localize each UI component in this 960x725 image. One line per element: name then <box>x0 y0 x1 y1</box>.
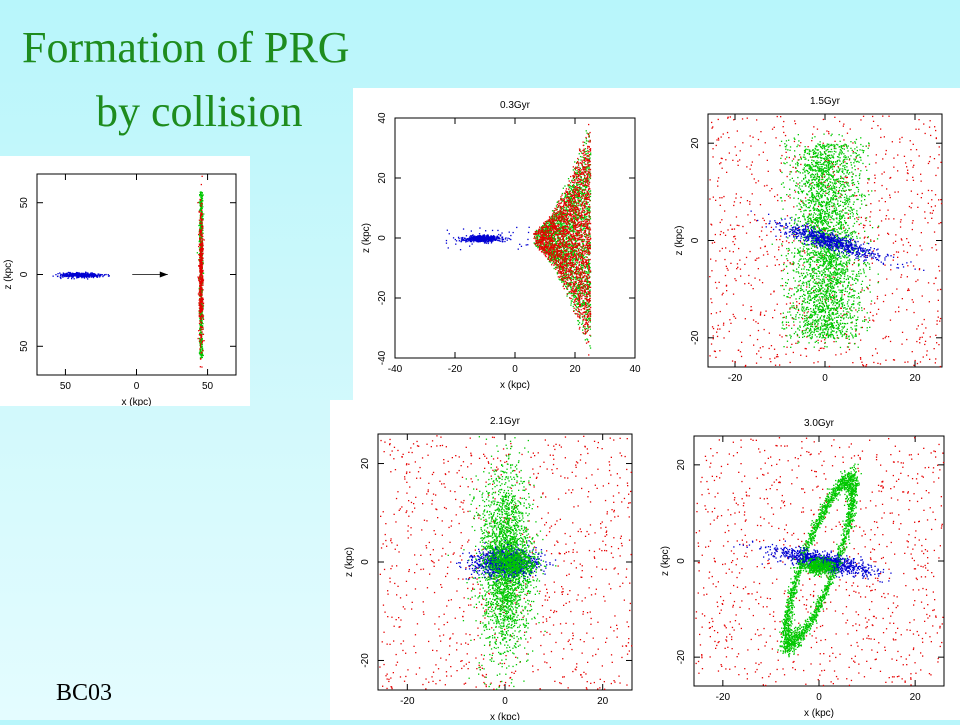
y-tick-label: 0 <box>360 559 371 565</box>
x-axis-label: x (kpc) <box>122 397 152 406</box>
y-axis-label: z (kpc) <box>660 546 671 576</box>
snapshot-time-label: 0.3Gyr <box>500 100 531 111</box>
chart-1: -40 -20 0 20 40 -40 -20 0 20 40 0.3Gyr x (kpc) z (kp… <box>361 100 641 391</box>
gas-ring-particles <box>778 464 862 658</box>
y-tick-label: 0 <box>19 271 30 277</box>
y-tick-label: 20 <box>676 459 687 471</box>
title-line-1: Formation of PRG <box>22 22 350 74</box>
x-axis-label: x (kpc) <box>500 380 530 391</box>
y-tick-label: 0 <box>690 237 701 243</box>
x-tick-label: 0 <box>502 696 508 707</box>
x-tick-label: 20 <box>597 696 609 707</box>
title-line-2: by collision <box>96 86 303 138</box>
x-tick-label: -20 <box>716 692 731 703</box>
x-tick-label: 20 <box>569 364 581 375</box>
x-tick-label: 0 <box>816 692 822 703</box>
chart-2: -20 0 20 -20 0 20 1.5Gyr z (kpc) <box>674 96 942 384</box>
snapshot-time-label: 1.5Gyr <box>810 96 841 107</box>
y-tick-label: 20 <box>377 172 388 184</box>
y-tick-label: -20 <box>676 649 687 664</box>
chart-3: -20 0 20 -20 0 20 2.1Gyr x (kpc) z (kpc) <box>344 416 632 720</box>
y-tick-label: 20 <box>360 458 371 470</box>
x-tick-label: 40 <box>629 364 641 375</box>
x-tick-label: 20 <box>910 692 922 703</box>
plot-frame <box>395 118 635 358</box>
y-tick-label: -20 <box>360 653 371 668</box>
y-tick-label: -40 <box>377 350 388 365</box>
initial-setup-panel: 50 0 50 50 0 50 x (kpc) z (kpc) <box>0 156 250 406</box>
snapshot-time-label: 2.1Gyr <box>490 416 521 427</box>
y-tick-label: -20 <box>690 330 701 345</box>
x-tick-label: -20 <box>448 364 463 375</box>
y-axis-label: z (kpc) <box>674 226 685 256</box>
x-tick-label: 0 <box>822 373 828 384</box>
arrowhead-icon <box>160 272 168 278</box>
x-tick-label: 0 <box>134 381 140 392</box>
x-tick-label: -40 <box>388 364 403 375</box>
y-tick-label: 20 <box>690 137 701 149</box>
x-tick-label: 50 <box>60 381 72 392</box>
intruder-galaxy-particles <box>53 272 111 280</box>
x-tick-label: 50 <box>202 381 214 392</box>
y-tick-label: 50 <box>19 197 30 209</box>
x-axis-label: x (kpc) <box>804 708 834 719</box>
x-tick-label: -20 <box>400 696 415 707</box>
y-tick-label: 0 <box>676 558 687 564</box>
x-tick-label: 20 <box>909 373 921 384</box>
snapshots-top-panel: -40 -20 0 20 40 -40 -20 0 20 40 0.3Gyr x (kpc) z (kp… <box>353 88 960 400</box>
stellar-disk-particles <box>733 541 891 583</box>
chart-4: -20 0 20 -20 0 20 3.0Gyr x (kpc) z (kpc) <box>660 418 944 719</box>
stellar-disk-particles <box>751 211 925 272</box>
y-axis-label: z (kpc) <box>361 223 372 253</box>
y-tick-label: 50 <box>19 340 30 352</box>
y-tick-label: -20 <box>377 290 388 305</box>
stellar-disk-particles <box>455 233 512 244</box>
snapshot-time-label: 3.0Gyr <box>804 418 835 429</box>
y-axis-label: z (kpc) <box>344 547 355 577</box>
y-tick-label: 40 <box>377 112 388 124</box>
x-axis-label: x (kpc) <box>490 712 520 720</box>
x-tick-label: -20 <box>728 373 743 384</box>
chart-0: 50 0 50 50 0 50 x (kpc) z (kpc) <box>3 174 236 406</box>
x-tick-label: 0 <box>512 364 518 375</box>
initial-setup-plot: 50 0 50 50 0 50 x (kpc) z (kpc) <box>0 156 250 406</box>
y-tick-label: 0 <box>377 235 388 241</box>
footer-label: BC03 <box>56 680 112 707</box>
y-axis-label: z (kpc) <box>3 260 14 290</box>
snapshots-top-plots: -40 -20 0 20 40 -40 -20 0 20 40 0.3Gyr x (kpc) z (kp… <box>353 88 960 400</box>
